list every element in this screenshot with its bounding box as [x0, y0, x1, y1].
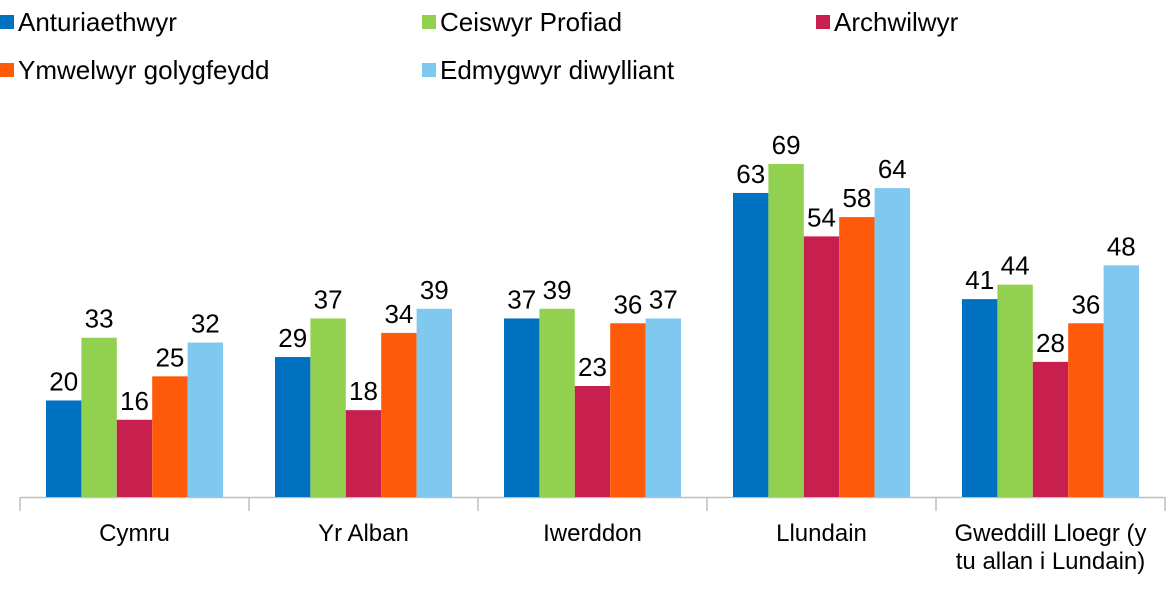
legend-item: Ceiswyr Profiad — [422, 7, 622, 37]
legend-label: Ymwelwyr golygfeydd — [18, 55, 270, 85]
legend-item: Archwilwyr — [816, 7, 958, 37]
bar — [310, 318, 346, 497]
data-label: 64 — [878, 154, 907, 184]
bar — [1068, 323, 1104, 497]
data-label: 33 — [85, 304, 114, 334]
data-label: 58 — [842, 183, 871, 213]
bar — [381, 332, 417, 497]
data-label: 69 — [772, 130, 801, 160]
bar — [116, 419, 153, 497]
bar — [81, 337, 117, 497]
data-label: 23 — [578, 352, 607, 382]
bar — [1032, 361, 1069, 497]
legend-item: Edmygwyr diwylliant — [422, 55, 674, 85]
bar — [504, 318, 540, 497]
data-label: 39 — [420, 275, 449, 305]
bar — [610, 323, 646, 497]
legend-label: Ceiswyr Profiad — [440, 7, 623, 37]
data-label: 34 — [384, 299, 413, 329]
bar — [962, 299, 998, 497]
data-label: 28 — [1036, 328, 1065, 358]
bar — [803, 236, 840, 498]
data-label: 44 — [1001, 251, 1030, 281]
data-label: 48 — [1107, 231, 1136, 261]
legend-item: Anturiaethwyr — [0, 7, 177, 37]
bar — [46, 400, 82, 497]
bar — [733, 192, 769, 497]
data-label: 37 — [649, 284, 678, 314]
bar — [275, 357, 311, 497]
bar — [345, 410, 382, 497]
data-label: 25 — [155, 342, 184, 372]
legend-label: Edmygwyr diwylliant — [440, 55, 675, 85]
data-label: 63 — [736, 159, 765, 189]
legend-swatch — [422, 15, 436, 29]
legend-label: Anturiaethwyr — [18, 7, 177, 37]
x-tick-label: Llundain — [776, 520, 867, 547]
data-label: 16 — [120, 386, 149, 416]
bar — [539, 308, 575, 497]
bar — [768, 164, 804, 497]
data-label: 54 — [807, 202, 836, 232]
legend-swatch — [816, 15, 830, 29]
legend-label: Archwilwyr — [834, 7, 959, 37]
x-tick-label: Cymru — [99, 520, 170, 547]
bar — [997, 284, 1033, 497]
data-label: 39 — [543, 275, 572, 305]
bar — [187, 342, 223, 497]
data-label: 41 — [965, 265, 994, 295]
legend-swatch — [0, 63, 14, 77]
bar — [416, 308, 452, 497]
bar — [874, 188, 910, 497]
data-label: 32 — [191, 309, 220, 339]
bar — [839, 217, 875, 497]
bar — [152, 376, 188, 497]
data-label: 36 — [613, 289, 642, 319]
bar — [1103, 265, 1139, 497]
bar — [645, 318, 681, 497]
data-label: 20 — [49, 366, 78, 396]
bar — [574, 386, 611, 497]
legend-swatch — [0, 15, 14, 29]
data-label: 29 — [278, 323, 307, 353]
data-label: 37 — [314, 284, 343, 314]
data-label: 18 — [349, 376, 378, 406]
legend-swatch — [422, 63, 436, 77]
data-label: 36 — [1071, 289, 1100, 319]
legend-item: Ymwelwyr golygfeydd — [0, 55, 269, 85]
data-label: 37 — [507, 284, 536, 314]
x-tick-label: Gweddill Lloegr (y tu allan i Lundain) — [954, 520, 1147, 575]
x-tick-label: Iwerddon — [543, 520, 642, 547]
x-tick-label: Yr Alban — [318, 520, 409, 547]
